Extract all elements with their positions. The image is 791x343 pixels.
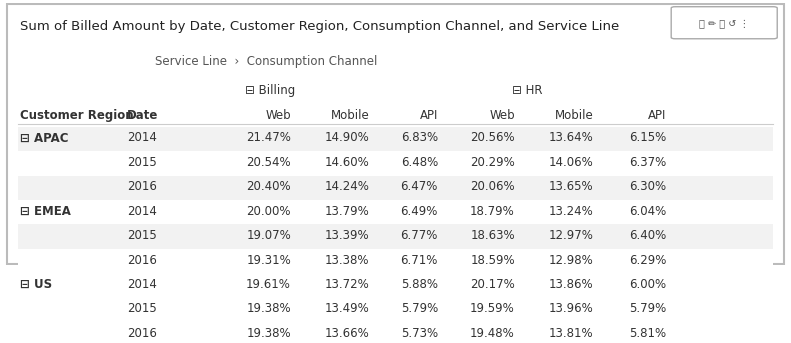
Text: 20.06%: 20.06% bbox=[471, 180, 515, 193]
Text: 19.61%: 19.61% bbox=[246, 278, 291, 291]
Text: 2014: 2014 bbox=[127, 131, 157, 144]
Bar bbox=[18, 249, 773, 273]
Text: 6.83%: 6.83% bbox=[401, 131, 438, 144]
Text: 20.00%: 20.00% bbox=[247, 205, 291, 218]
Text: 6.29%: 6.29% bbox=[629, 253, 667, 267]
Text: 2015: 2015 bbox=[127, 156, 157, 169]
Text: 14.06%: 14.06% bbox=[549, 156, 593, 169]
Text: Date: Date bbox=[127, 109, 158, 122]
Text: 19.38%: 19.38% bbox=[247, 327, 291, 340]
Text: 13.39%: 13.39% bbox=[325, 229, 369, 242]
Text: Customer Region: Customer Region bbox=[20, 109, 134, 122]
Text: 5.79%: 5.79% bbox=[629, 303, 667, 316]
Bar bbox=[18, 151, 773, 176]
Text: 20.29%: 20.29% bbox=[470, 156, 515, 169]
Text: 2015: 2015 bbox=[127, 303, 157, 316]
Text: Mobile: Mobile bbox=[331, 109, 369, 122]
Text: 21.47%: 21.47% bbox=[246, 131, 291, 144]
Text: ⚿ ✏ ⤢ ↺ ⋮: ⚿ ✏ ⤢ ↺ ⋮ bbox=[699, 18, 749, 28]
Text: 2014: 2014 bbox=[127, 205, 157, 218]
Text: ⊟ EMEA: ⊟ EMEA bbox=[20, 205, 71, 218]
Text: 13.66%: 13.66% bbox=[325, 327, 369, 340]
Text: 20.17%: 20.17% bbox=[470, 278, 515, 291]
Text: 19.38%: 19.38% bbox=[247, 303, 291, 316]
Bar bbox=[18, 200, 773, 224]
Text: 13.86%: 13.86% bbox=[549, 278, 593, 291]
Bar bbox=[18, 322, 773, 343]
Text: 13.64%: 13.64% bbox=[549, 131, 593, 144]
Text: 6.04%: 6.04% bbox=[629, 205, 667, 218]
Text: 18.79%: 18.79% bbox=[470, 205, 515, 218]
Text: ⊟ US: ⊟ US bbox=[20, 278, 52, 291]
Bar bbox=[18, 298, 773, 322]
Text: 6.47%: 6.47% bbox=[400, 180, 438, 193]
Text: 19.59%: 19.59% bbox=[470, 303, 515, 316]
Text: 12.98%: 12.98% bbox=[549, 253, 593, 267]
Bar bbox=[18, 273, 773, 298]
Text: 6.48%: 6.48% bbox=[401, 156, 438, 169]
Text: 14.90%: 14.90% bbox=[325, 131, 369, 144]
Text: 19.07%: 19.07% bbox=[246, 229, 291, 242]
Bar bbox=[18, 176, 773, 200]
Text: 19.48%: 19.48% bbox=[470, 327, 515, 340]
Text: 6.49%: 6.49% bbox=[400, 205, 438, 218]
Text: 6.00%: 6.00% bbox=[630, 278, 667, 291]
Text: 2014: 2014 bbox=[127, 278, 157, 291]
Text: 18.59%: 18.59% bbox=[471, 253, 515, 267]
Text: 6.30%: 6.30% bbox=[630, 180, 667, 193]
Text: ⊟ Billing: ⊟ Billing bbox=[244, 84, 295, 97]
Text: 20.56%: 20.56% bbox=[471, 131, 515, 144]
Text: API: API bbox=[419, 109, 438, 122]
Bar bbox=[18, 224, 773, 249]
Text: 5.73%: 5.73% bbox=[401, 327, 438, 340]
Text: 6.77%: 6.77% bbox=[400, 229, 438, 242]
Bar bbox=[18, 127, 773, 151]
Text: 5.88%: 5.88% bbox=[401, 278, 438, 291]
Text: 2016: 2016 bbox=[127, 327, 157, 340]
FancyBboxPatch shape bbox=[672, 7, 778, 39]
Text: ⊟ APAC: ⊟ APAC bbox=[20, 131, 69, 144]
Text: 20.54%: 20.54% bbox=[247, 156, 291, 169]
Text: 13.49%: 13.49% bbox=[325, 303, 369, 316]
Text: 6.40%: 6.40% bbox=[629, 229, 667, 242]
Text: 5.79%: 5.79% bbox=[401, 303, 438, 316]
Text: 19.31%: 19.31% bbox=[246, 253, 291, 267]
Text: ⊟ HR: ⊟ HR bbox=[513, 84, 543, 97]
Text: 6.37%: 6.37% bbox=[629, 156, 667, 169]
Text: 13.65%: 13.65% bbox=[549, 180, 593, 193]
Text: Mobile: Mobile bbox=[554, 109, 593, 122]
Text: 6.71%: 6.71% bbox=[400, 253, 438, 267]
Text: 20.40%: 20.40% bbox=[247, 180, 291, 193]
Text: 13.81%: 13.81% bbox=[549, 327, 593, 340]
Text: 14.24%: 14.24% bbox=[324, 180, 369, 193]
Text: 18.63%: 18.63% bbox=[471, 229, 515, 242]
Text: 6.15%: 6.15% bbox=[629, 131, 667, 144]
Text: 13.72%: 13.72% bbox=[325, 278, 369, 291]
Text: 14.60%: 14.60% bbox=[325, 156, 369, 169]
Text: 2016: 2016 bbox=[127, 253, 157, 267]
Text: Service Line  ›  Consumption Channel: Service Line › Consumption Channel bbox=[155, 55, 377, 68]
Text: 5.81%: 5.81% bbox=[630, 327, 667, 340]
Text: Web: Web bbox=[266, 109, 291, 122]
Text: 13.79%: 13.79% bbox=[325, 205, 369, 218]
Text: 13.24%: 13.24% bbox=[549, 205, 593, 218]
Text: 2015: 2015 bbox=[127, 229, 157, 242]
Text: API: API bbox=[648, 109, 667, 122]
Text: 12.97%: 12.97% bbox=[548, 229, 593, 242]
FancyBboxPatch shape bbox=[6, 4, 785, 264]
Text: Sum of Billed Amount by Date, Customer Region, Consumption Channel, and Service : Sum of Billed Amount by Date, Customer R… bbox=[20, 20, 619, 33]
Text: Web: Web bbox=[490, 109, 515, 122]
Text: 13.38%: 13.38% bbox=[325, 253, 369, 267]
Text: 2016: 2016 bbox=[127, 180, 157, 193]
Text: 13.96%: 13.96% bbox=[549, 303, 593, 316]
